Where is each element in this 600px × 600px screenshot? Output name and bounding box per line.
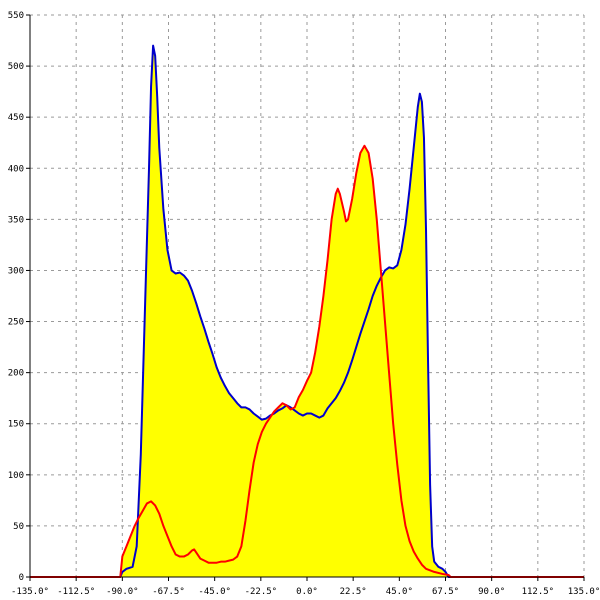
x-axis-ticks: -135.0° -112.5° -90.0° -67.5° -45.0° -22.5° 0.…: [11, 577, 600, 597]
x-tick-label: 22.5°: [340, 587, 367, 597]
x-tick-label: -112.5°: [57, 587, 95, 597]
y-tick-label: 250: [8, 318, 24, 328]
y-tick-label: 100: [8, 471, 24, 481]
x-tick-label: -67.5°: [152, 587, 185, 597]
y-tick-label: 300: [8, 266, 24, 276]
union-fill-area: [30, 45, 584, 577]
x-tick-label: 45.0°: [386, 587, 413, 597]
filled-area: [30, 45, 584, 577]
y-tick-label: 550: [8, 11, 24, 21]
y-tick-label: 200: [8, 369, 24, 379]
x-tick-label: 112.5°: [522, 587, 555, 597]
x-tick-label: -45.0°: [198, 587, 231, 597]
y-axis-ticks: 0 50 100 150 200 250 300 350 400 450 500 550: [8, 11, 30, 583]
y-tick-label: 50: [13, 522, 24, 532]
series-line-2: [30, 144, 584, 578]
y-tick-label: 450: [8, 113, 24, 123]
y-tick-label: 500: [8, 62, 24, 72]
y-tick-label: 0: [19, 573, 24, 583]
x-tick-label: 67.5°: [432, 587, 459, 597]
x-tick-label: 135.0°: [568, 587, 600, 597]
x-tick-label: 90.0°: [478, 587, 505, 597]
x-tick-label: 0.0°: [296, 587, 318, 597]
x-tick-label: -90.0°: [106, 587, 139, 597]
y-tick-label: 150: [8, 420, 24, 430]
y-tick-label: 400: [8, 164, 24, 174]
x-tick-label: -135.0°: [11, 587, 49, 597]
y-tick-label: 350: [8, 215, 24, 225]
x-tick-label: -22.5°: [245, 587, 278, 597]
series-lines: [30, 44, 584, 578]
